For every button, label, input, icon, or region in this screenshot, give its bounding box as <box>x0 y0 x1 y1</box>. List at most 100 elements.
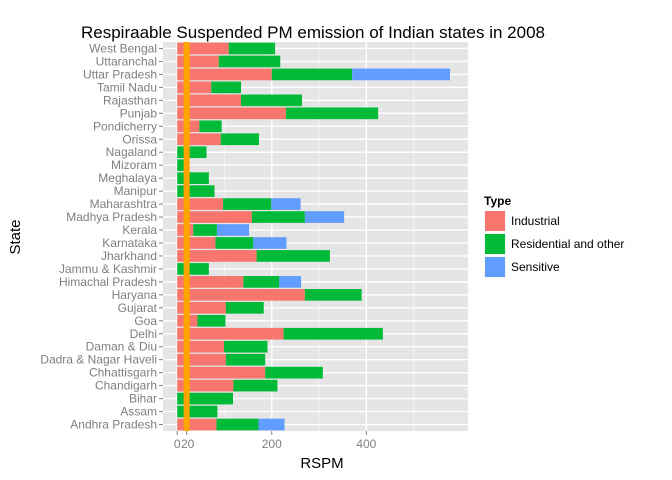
y-tick-label: Chhattisgarh <box>89 366 157 380</box>
bar-residential-and-other <box>211 81 242 94</box>
reference-line <box>183 42 190 431</box>
bar-industrial <box>177 301 226 314</box>
bar-industrial <box>177 133 221 146</box>
y-tick-label: Bihar <box>129 392 157 406</box>
y-tick-label: Orissa <box>122 132 157 146</box>
bar-residential-and-other <box>304 289 362 301</box>
bar-residential-and-other <box>283 327 383 340</box>
bar-industrial <box>177 276 244 288</box>
bar-residential-and-other <box>177 405 218 418</box>
legend-label: Industrial <box>511 214 560 228</box>
legend-key-sensitive <box>485 257 505 277</box>
bar-residential-and-other <box>224 340 268 353</box>
bar-industrial <box>177 366 266 379</box>
bar-residential-and-other <box>233 379 278 392</box>
bar-residential-and-other <box>177 172 209 184</box>
bar-industrial <box>177 211 252 223</box>
y-tick-label: Chandigarh <box>95 379 157 393</box>
bar-residential-and-other <box>177 159 190 172</box>
bar-residential-and-other <box>193 224 217 236</box>
y-tick-label: Meghalaya <box>98 171 157 185</box>
bar-industrial <box>177 237 216 249</box>
bar-sensitive <box>271 198 301 210</box>
y-tick-label: Maharashtra <box>90 197 158 211</box>
bar-industrial <box>177 289 305 301</box>
y-tick-label: West Bengal <box>89 41 157 55</box>
y-tick-label: Mizoram <box>111 158 157 172</box>
y-tick-label: Haryana <box>112 288 158 302</box>
bar-residential-and-other <box>256 250 330 262</box>
y-tick-label: Manipur <box>114 184 157 198</box>
y-tick-label: Daman & Diu <box>86 340 157 354</box>
x-tick-label: 400 <box>356 437 376 451</box>
y-tick-label: Himachal Pradesh <box>59 275 157 289</box>
bar-industrial <box>177 94 242 107</box>
bar-residential-and-other <box>177 185 215 197</box>
bar-residential-and-other <box>243 276 280 288</box>
y-tick-label: Karnataka <box>102 236 157 250</box>
bar-residential-and-other <box>265 366 323 379</box>
bar-residential-and-other <box>199 120 222 133</box>
x-tick-label: 0 <box>174 437 181 451</box>
y-tick-label: Delhi <box>130 327 157 341</box>
bar-residential-and-other <box>225 353 266 366</box>
y-tick-label: Uttar Pradesh <box>83 67 157 81</box>
bar-industrial <box>177 379 234 392</box>
bar-sensitive <box>352 68 451 81</box>
x-tick-label-reference: 20 <box>181 437 195 451</box>
y-axis-label: State <box>7 219 24 254</box>
y-tick-label: Kerala <box>122 223 157 237</box>
y-tick-label: Jharkhand <box>101 249 157 263</box>
y-tick-label: Nagaland <box>106 145 157 159</box>
y-tick-label: Goa <box>134 314 157 328</box>
bar-sensitive <box>216 224 250 236</box>
y-tick-label: Madhya Pradesh <box>66 210 157 224</box>
bar-industrial <box>177 42 229 55</box>
y-tick-label: Punjab <box>120 106 158 120</box>
x-tick-label: 200 <box>262 437 282 451</box>
y-tick-label: Pondicherry <box>93 119 157 133</box>
bar-residential-and-other <box>251 211 305 223</box>
y-tick-label: Gujarat <box>118 301 158 315</box>
bar-residential-and-other <box>220 133 259 146</box>
bar-residential-and-other <box>177 392 233 405</box>
legend-label: Sensitive <box>511 260 560 274</box>
bar-industrial <box>177 250 257 262</box>
bar-residential-and-other <box>225 301 264 314</box>
plot-panel <box>163 42 468 431</box>
legend-label: Residential and other <box>511 237 624 251</box>
y-tick-label: Rajasthan <box>103 93 157 107</box>
bar-industrial <box>177 198 224 210</box>
bar-sensitive <box>279 276 302 288</box>
bar-industrial <box>177 81 212 94</box>
chart-title: Respiraable Suspended PM emission of Ind… <box>81 23 545 42</box>
reference-line-bar <box>183 42 190 431</box>
bar-industrial <box>177 107 286 120</box>
bar-residential-and-other <box>223 198 272 210</box>
bar-residential-and-other <box>218 55 281 68</box>
bar-residential-and-other <box>177 146 207 159</box>
y-tick-label: Jammu & Kashmir <box>59 262 157 276</box>
bar-industrial <box>177 55 219 68</box>
bar-industrial <box>177 340 224 353</box>
x-axis-label: RSPM <box>300 455 343 472</box>
legend-title: Type <box>484 194 511 208</box>
bars <box>177 42 451 431</box>
bar-sensitive <box>258 418 285 431</box>
y-tick-label: Tamil Nadu <box>97 80 157 94</box>
x-tick-labels: 0 200 400 20 <box>174 431 377 451</box>
legend-key-residential-and-other <box>485 234 505 254</box>
bar-residential-and-other <box>241 94 303 107</box>
bar-industrial <box>177 68 272 81</box>
bar-residential-and-other <box>177 263 209 275</box>
bar-residential-and-other <box>197 314 226 327</box>
y-tick-label: Assam <box>120 405 157 419</box>
y-tick-label: Uttaranchal <box>96 54 157 68</box>
y-tick-label: Andhra Pradesh <box>70 418 157 432</box>
bar-sensitive <box>253 237 287 249</box>
y-tick-label: Dadra & Nagar Haveli <box>40 353 157 367</box>
bar-industrial <box>177 327 284 340</box>
bar-residential-and-other <box>216 418 259 431</box>
